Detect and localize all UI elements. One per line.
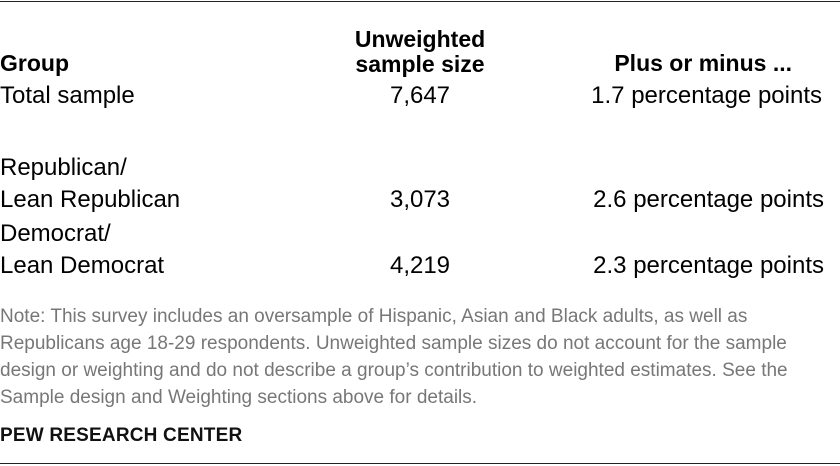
row-total-sample: 7,647 [389,82,451,109]
source-credit: PEW RESEARCH CENTER [0,425,243,446]
row-republican-group-line1: Republican/ [0,154,127,181]
bottom-rule [0,463,840,464]
row-republican-moe: 2.6 percentage points [593,186,824,213]
header-sample-size-line2: sample size [355,51,485,77]
top-rule [0,1,840,2]
row-democrat-group: Democrat/ Lean Democrat [0,218,164,282]
header-sample-size: Unweighted sample size [300,27,540,77]
row-total-moe: 1.7 percentage points [591,82,822,109]
table-note: Note: This survey includes an oversample… [0,306,788,408]
row-republican-group: Republican/ Lean Republican [0,152,180,216]
row-total-group: Total sample [0,82,135,109]
header-sample-size-line1: Unweighted [354,26,486,52]
header-group: Group [0,50,69,76]
row-democrat-moe: 2.3 percentage points [593,252,824,279]
header-moe: Plus or minus ... [614,50,792,76]
row-republican-sample: 3,073 [389,186,451,213]
row-democrat-sample: 4,219 [389,252,451,279]
row-republican-group-line2: Lean Republican [0,186,181,213]
row-democrat-group-line1: Democrat/ [0,220,111,247]
row-democrat-group-line2: Lean Democrat [0,252,165,279]
